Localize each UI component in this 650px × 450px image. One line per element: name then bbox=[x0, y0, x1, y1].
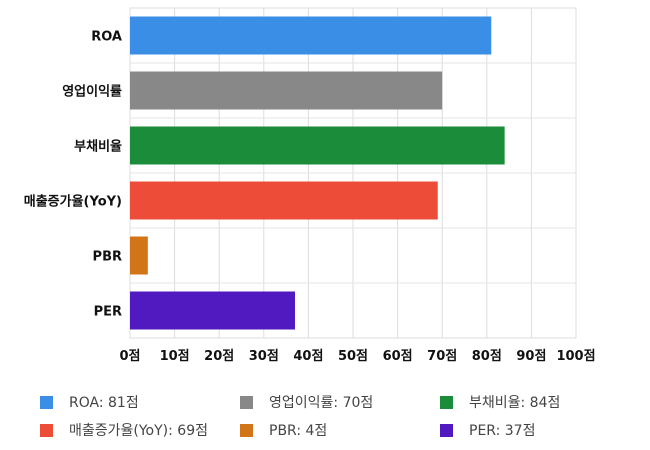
y-category-label: 매출증가율(YoY) bbox=[24, 194, 122, 210]
legend-item: 부채비율: 84점 bbox=[440, 392, 640, 412]
bar bbox=[130, 181, 438, 220]
y-category-label: ROA bbox=[91, 30, 122, 45]
x-tick-label: 40점 bbox=[293, 349, 323, 364]
y-category-label: 영업이익률 bbox=[62, 84, 122, 100]
chart-legend: ROA: 81점 영업이익률: 70점 부채비율: 84점 매출증가율(YoY)… bbox=[40, 392, 640, 440]
legend-swatch bbox=[240, 423, 253, 437]
y-category-label: PER bbox=[94, 305, 122, 320]
legend-swatch bbox=[40, 395, 53, 409]
bar-chart: 0점 10점 20점 30점 40점 50점 60점 70점 80점 90점 100점 ROA 영업이익… bbox=[24, 7, 596, 364]
x-tick-label: 60점 bbox=[383, 349, 413, 364]
legend-label: ROA: 81점 bbox=[69, 395, 139, 411]
x-tick-label: 90점 bbox=[516, 349, 546, 364]
legend-label: 영업이익률: 70점 bbox=[269, 395, 374, 411]
x-tick-label: 0점 bbox=[119, 349, 140, 364]
x-tick-label: 80점 bbox=[472, 349, 502, 364]
x-tick-label: 100점 bbox=[556, 349, 595, 364]
x-tick-label: 50점 bbox=[338, 349, 368, 364]
bar bbox=[130, 126, 505, 165]
bar bbox=[130, 16, 492, 55]
x-tick-label: 20점 bbox=[204, 349, 234, 364]
legend-swatch bbox=[240, 395, 253, 409]
bar bbox=[130, 236, 148, 275]
bar bbox=[130, 71, 443, 110]
legend-label: PBR: 4점 bbox=[269, 423, 328, 439]
legend-item: PBR: 4점 bbox=[240, 420, 440, 440]
legend-swatch bbox=[440, 395, 453, 409]
legend-item: 매출증가율(YoY): 69점 bbox=[40, 420, 240, 440]
legend-label: 매출증가율(YoY): 69점 bbox=[69, 423, 208, 439]
legend-swatch bbox=[440, 423, 453, 437]
x-tick-label: 10점 bbox=[160, 349, 190, 364]
legend-item: 영업이익률: 70점 bbox=[240, 392, 440, 412]
legend-item: ROA: 81점 bbox=[40, 392, 240, 412]
legend-label: 부채비율: 84점 bbox=[469, 395, 561, 411]
y-category-label: PBR bbox=[93, 250, 122, 265]
legend-label: PER: 37점 bbox=[469, 423, 536, 439]
x-tick-label: 70점 bbox=[427, 349, 457, 364]
x-tick-label: 30점 bbox=[249, 349, 279, 364]
legend-item: PER: 37점 bbox=[440, 420, 640, 440]
legend-swatch bbox=[40, 423, 53, 437]
bar bbox=[130, 291, 296, 330]
y-category-label: 부채비율 bbox=[74, 139, 122, 155]
